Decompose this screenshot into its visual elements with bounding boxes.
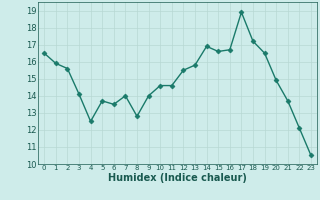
X-axis label: Humidex (Indice chaleur): Humidex (Indice chaleur) (108, 173, 247, 183)
